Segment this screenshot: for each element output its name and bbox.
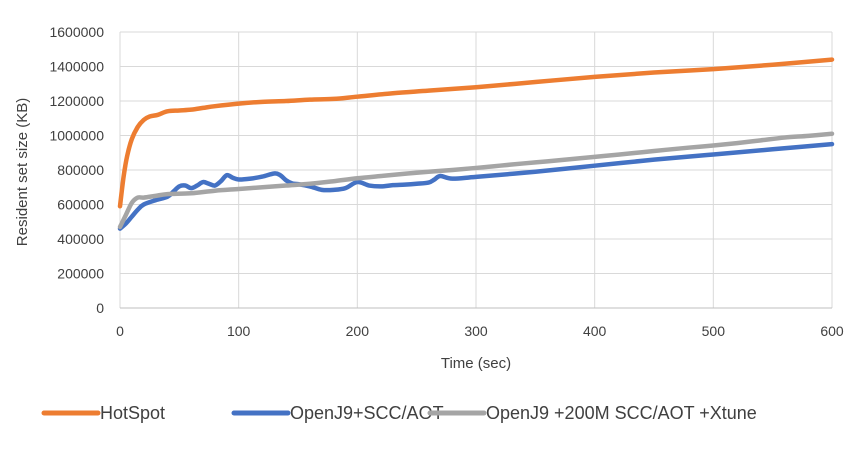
- legend-label: OpenJ9 +200M SCC/AOT +Xtune: [486, 403, 757, 423]
- x-tick-label: 500: [702, 323, 726, 339]
- y-tick-label: 1200000: [49, 93, 104, 109]
- legend-label: HotSpot: [100, 403, 165, 423]
- y-tick-label: 1600000: [49, 24, 104, 40]
- tick-labels: 0 200000 400000 600000 800000 1000000 1200000 1…: [49, 24, 843, 339]
- x-tick-label: 600: [820, 323, 844, 339]
- x-tick-label: 400: [583, 323, 607, 339]
- x-tick-label: 0: [116, 323, 124, 339]
- series-line-hotspot: [117, 57, 835, 209]
- x-tick-label: 300: [464, 323, 488, 339]
- legend-label: OpenJ9+SCC/AOT: [290, 403, 444, 423]
- legend: HotSpot OpenJ9+SCC/AOT OpenJ9 +200M SCC/AO…: [41, 403, 757, 423]
- series-line-openj9-scc-aot: [117, 141, 835, 231]
- y-tick-label: 400000: [57, 231, 104, 247]
- x-tick-label: 100: [227, 323, 251, 339]
- y-tick-label: 0: [96, 300, 104, 316]
- x-axis-title: Time (sec): [441, 355, 511, 372]
- y-axis-title: Resident set size (KB): [14, 98, 31, 246]
- y-tick-label: 1400000: [49, 59, 104, 75]
- x-tick-label: 200: [346, 323, 370, 339]
- y-tick-label: 600000: [57, 197, 104, 213]
- y-tick-label: 1000000: [49, 128, 104, 144]
- y-tick-label: 200000: [57, 266, 104, 282]
- y-tick-label: 800000: [57, 162, 104, 178]
- series-lines: [117, 57, 835, 231]
- series-line-openj9-200m-scc-aot-xtune: [117, 131, 835, 230]
